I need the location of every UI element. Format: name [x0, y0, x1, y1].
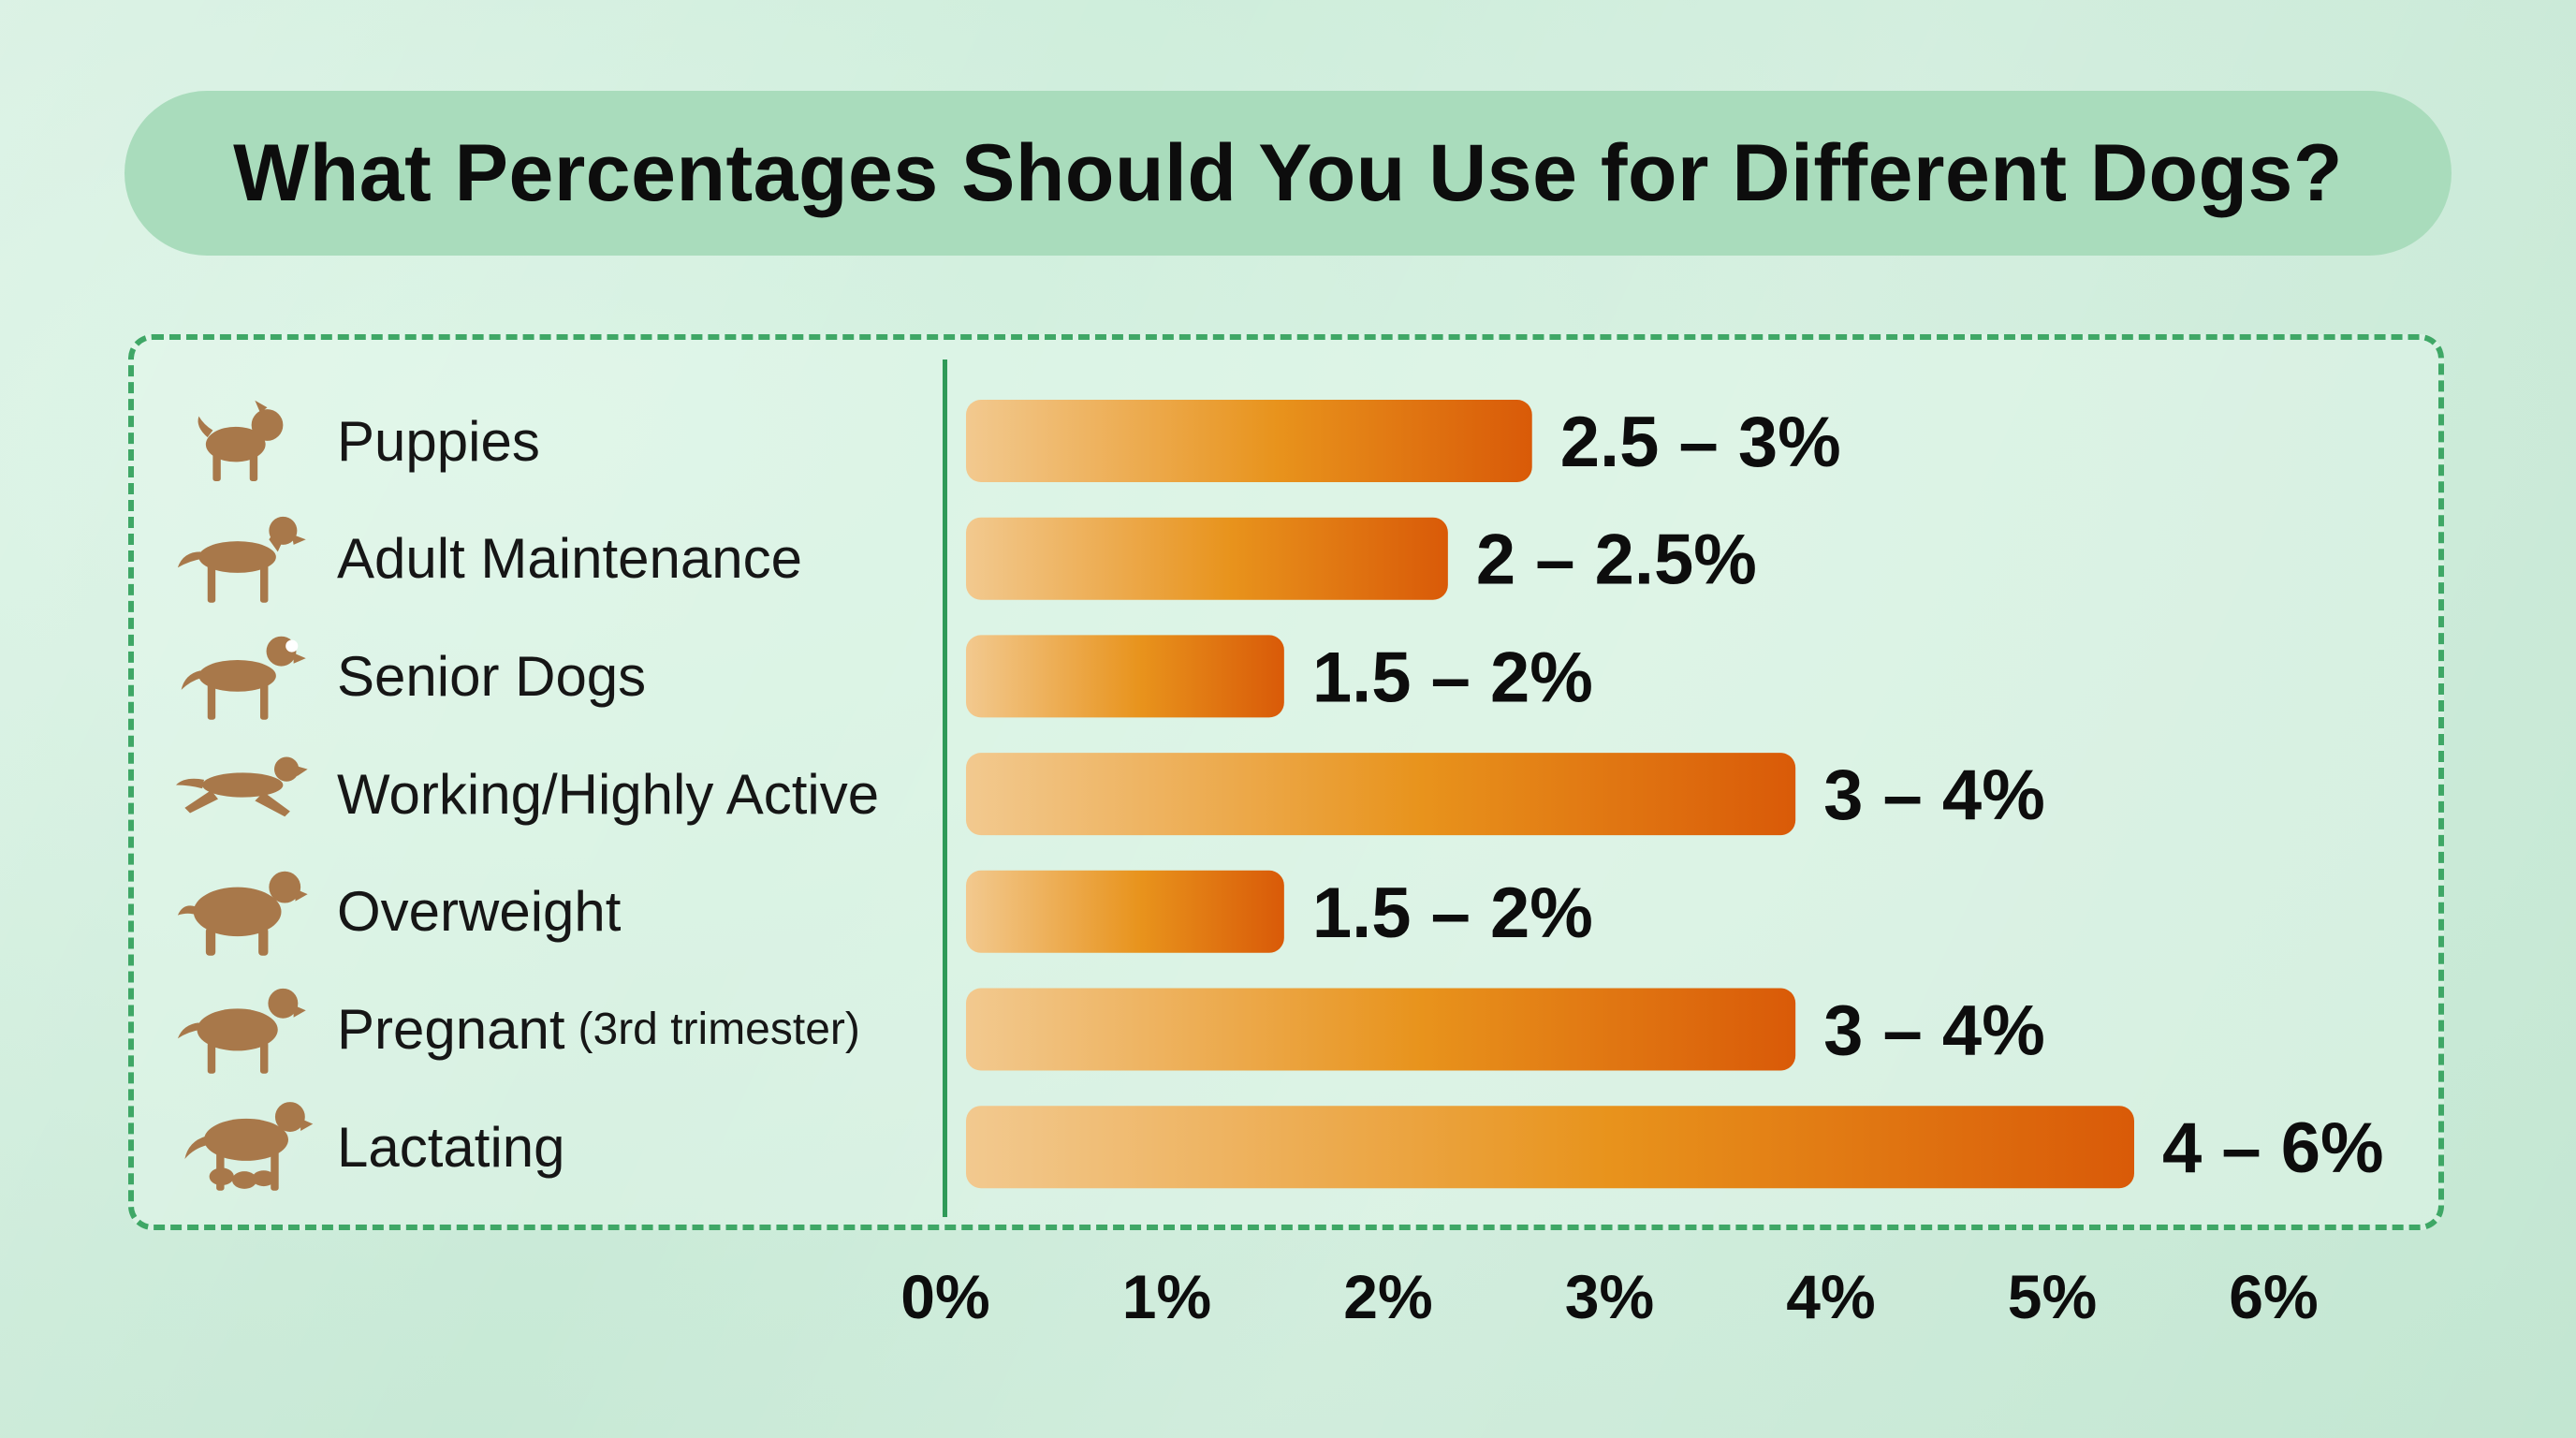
category-label: Working/Highly Active: [337, 752, 879, 836]
bar: [966, 988, 1796, 1071]
pregnant-dog-icon: [176, 972, 316, 1084]
bar-value-label: 1.5 – 2%: [1312, 873, 1593, 953]
x-tick-label: 2%: [1343, 1262, 1432, 1331]
x-tick-label: 6%: [2229, 1262, 2318, 1331]
puppy-icon: [176, 383, 316, 495]
category-label-text: Adult Maintenance: [337, 527, 802, 591]
lactating-dog-icon: [176, 1089, 316, 1201]
category-label: Adult Maintenance: [337, 517, 802, 601]
category-label: Pregnant (3rd trimester): [337, 988, 860, 1072]
category-label-text: Puppies: [337, 409, 540, 473]
x-tick-label: 4%: [1786, 1262, 1875, 1331]
category-label-text: Senior Dogs: [337, 644, 647, 708]
overweight-dog-icon: [176, 854, 316, 966]
x-tick-label: 0%: [900, 1262, 989, 1331]
category-label: Puppies: [337, 399, 540, 483]
bar: [966, 1106, 2135, 1189]
bar-value-label: 3 – 4%: [1823, 991, 2045, 1071]
x-tick-label: 3%: [1565, 1262, 1654, 1331]
bar: [966, 870, 1284, 953]
category-label: Senior Dogs: [337, 634, 646, 718]
chart-frame: [128, 334, 2444, 1230]
bar: [966, 517, 1448, 600]
running-dog-icon: [176, 736, 316, 848]
bar: [966, 753, 1796, 836]
category-label: Overweight: [337, 870, 621, 954]
bar-value-label: 1.5 – 2%: [1312, 638, 1593, 717]
bars-group: 2.5 – 3% 2 – 2.5% 1.5 – 2% 3 – 4% 1.5 – 2% 3 …: [966, 400, 2384, 1189]
senior-dog-icon: [176, 618, 316, 730]
y-axis-line: [943, 360, 947, 1217]
bar-value-label: 2.5 – 3%: [1560, 403, 1841, 482]
x-axis-ticks: 0% 1% 2% 3% 4% 5% 6%: [900, 1262, 2318, 1331]
chart-title: What Percentages Should You Use for Diff…: [233, 127, 2343, 218]
category-label-subtext: (3rd trimester): [578, 1005, 860, 1054]
bar: [966, 400, 1532, 482]
bar-value-label: 3 – 4%: [1823, 756, 2045, 835]
category-label-text: Pregnant: [337, 998, 565, 1061]
category-label-text: Working/Highly Active: [337, 762, 880, 826]
x-tick-label: 1%: [1122, 1262, 1211, 1331]
adult-dog-icon: [176, 501, 316, 613]
bar-value-label: 2 – 2.5%: [1476, 521, 1757, 600]
category-label-text: Overweight: [337, 880, 622, 944]
category-label-text: Lactating: [337, 1115, 565, 1179]
category-label: Lactating: [337, 1105, 565, 1189]
title-banner: What Percentages Should You Use for Diff…: [124, 91, 2452, 256]
x-tick-label: 5%: [2008, 1262, 2097, 1331]
bar-value-label: 4 – 6%: [2162, 1108, 2384, 1188]
bar: [966, 635, 1284, 718]
